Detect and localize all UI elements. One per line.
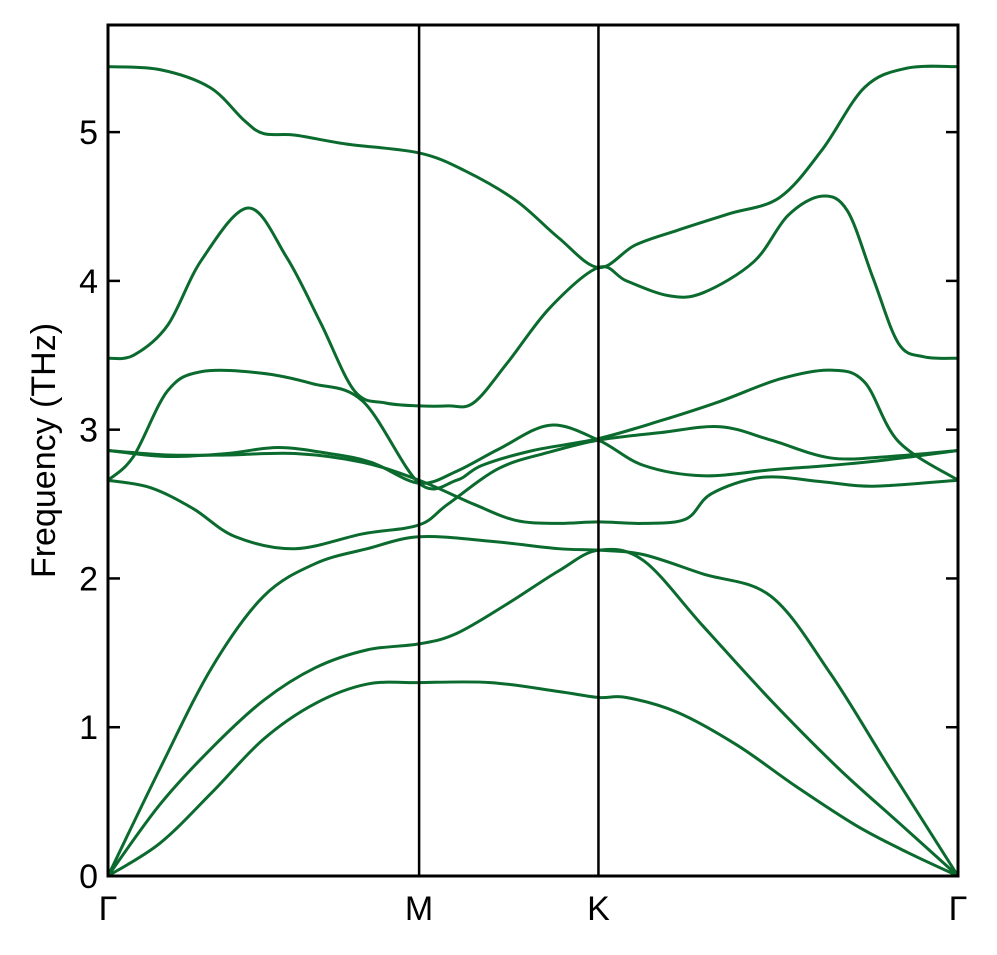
phonon-branch-6 [107,423,959,485]
y-axis-label: Frequency (THz) [25,323,63,578]
x-tick-label-3: Γ [949,890,968,928]
phonon-branch-5 [107,449,959,525]
phonon-branch-8 [107,194,959,409]
phonon-branch-9 [107,64,959,270]
high-symmetry-lines [417,25,600,876]
phonon-branch-3 [106,535,960,877]
x-tick-label-2: K [587,890,610,928]
phonon-branch-2 [106,547,960,878]
tick-labels: 0 1 2 3 4 5 Γ M K Γ [79,114,967,928]
x-tick-label-1: M [405,890,433,928]
phonon-branch-4 [107,425,959,551]
y-tick-label-5: 5 [79,114,98,152]
y-tick-label-2: 2 [79,560,98,598]
y-tick-label-1: 1 [79,709,98,747]
phonon-branch-7 [106,368,959,491]
phonon-branch-1 [107,680,959,878]
series-layer [106,64,960,878]
tick-marks [108,130,958,878]
x-tick-label-0: Γ [99,890,118,928]
y-tick-label-0: 0 [79,858,98,896]
plot-frame [106,23,960,878]
y-tick-label-4: 4 [79,263,98,301]
y-tick-label-3: 3 [79,412,98,450]
